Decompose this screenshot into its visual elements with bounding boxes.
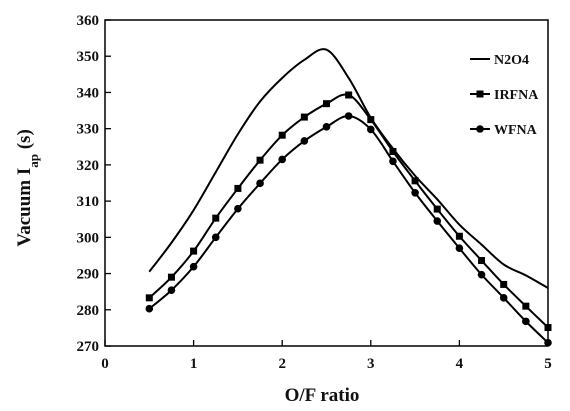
y-tick-label: 340 [77, 85, 100, 101]
data-point-irfna [544, 324, 552, 332]
data-point-wfna [455, 244, 464, 252]
data-point-wfna [278, 155, 287, 164]
y-tick-label: 310 [77, 194, 100, 210]
y-axis-label-unit: (s) [14, 129, 35, 154]
data-point-wfna [433, 217, 442, 225]
legend: N2O4 IRFNA WFNA [470, 53, 539, 138]
plot-area [104, 19, 549, 347]
series-n2o4 [148, 48, 549, 289]
data-point-wfna [167, 286, 176, 295]
legend-label-wfna: WFNA [494, 123, 538, 138]
data-point-wfna [522, 317, 530, 326]
data-point-irfna [455, 232, 463, 240]
legend-label-n2o4: N2O4 [494, 53, 529, 68]
x-axis-label: O/F ratio [285, 385, 360, 406]
legend-marker-irfna [476, 90, 484, 98]
data-point-irfna [256, 156, 264, 164]
data-point-irfna [167, 273, 175, 281]
y-tick-label: 300 [77, 230, 100, 246]
data-point-wfna [544, 338, 552, 347]
axis-ticks: 270 280 290 300 310 320 330 340 350 360 0 1 2 3 4 5 [77, 13, 552, 372]
data-point-wfna [300, 137, 309, 145]
data-point-irfna [234, 184, 242, 192]
data-point-wfna [411, 188, 419, 197]
y-axis-label: Vacuum Iap (s) [14, 129, 41, 247]
data-point-irfna [278, 131, 286, 139]
data-point-wfna [189, 262, 198, 271]
y-tick-label: 290 [77, 267, 100, 283]
x-tick-label: 1 [190, 356, 198, 372]
data-point-irfna [345, 91, 353, 99]
data-point-wfna [256, 179, 264, 188]
data-point-irfna [212, 214, 220, 222]
data-point-wfna [211, 233, 220, 242]
x-tick-label: 2 [278, 356, 286, 372]
y-tick-label: 330 [77, 122, 100, 138]
data-point-wfna [322, 123, 331, 131]
y-tick-label: 280 [77, 303, 100, 319]
data-point-irfna [145, 294, 153, 302]
data-point-irfna [190, 247, 198, 255]
data-point-irfna [300, 113, 308, 121]
data-point-wfna [389, 157, 397, 166]
data-point-irfna [411, 177, 419, 185]
y-tick-label: 360 [77, 13, 100, 29]
y-tick-label: 270 [77, 339, 100, 355]
data-point-irfna [389, 147, 397, 155]
data-point-irfna [500, 280, 508, 288]
y-axis-label-main: Vacuum I [14, 168, 35, 247]
series-group [145, 48, 552, 347]
y-tick-label: 320 [77, 158, 100, 174]
data-point-irfna [323, 100, 330, 108]
legend-label-irfna: IRFNA [494, 88, 539, 103]
legend-marker-wfna [476, 125, 484, 133]
data-point-wfna [499, 294, 508, 302]
data-point-wfna [477, 270, 486, 279]
data-point-wfna [344, 112, 353, 120]
series-irfna [145, 91, 552, 332]
data-point-irfna [367, 116, 375, 124]
data-point-irfna [433, 205, 441, 213]
data-point-wfna [234, 204, 242, 213]
series-wfna [145, 112, 552, 347]
x-tick-label: 3 [367, 356, 375, 372]
data-point-wfna [367, 125, 375, 134]
data-point-wfna [145, 304, 154, 313]
y-axis-label-subscript: ap [26, 154, 41, 168]
x-tick-label: 4 [456, 356, 464, 372]
series-line-n2o4 [148, 48, 549, 289]
y-tick-label: 350 [77, 49, 100, 65]
plot-frame [104, 19, 549, 347]
x-tick-label: 5 [544, 356, 552, 372]
x-tick-label: 0 [101, 356, 109, 372]
data-point-irfna [478, 257, 486, 265]
data-point-irfna [522, 302, 530, 310]
